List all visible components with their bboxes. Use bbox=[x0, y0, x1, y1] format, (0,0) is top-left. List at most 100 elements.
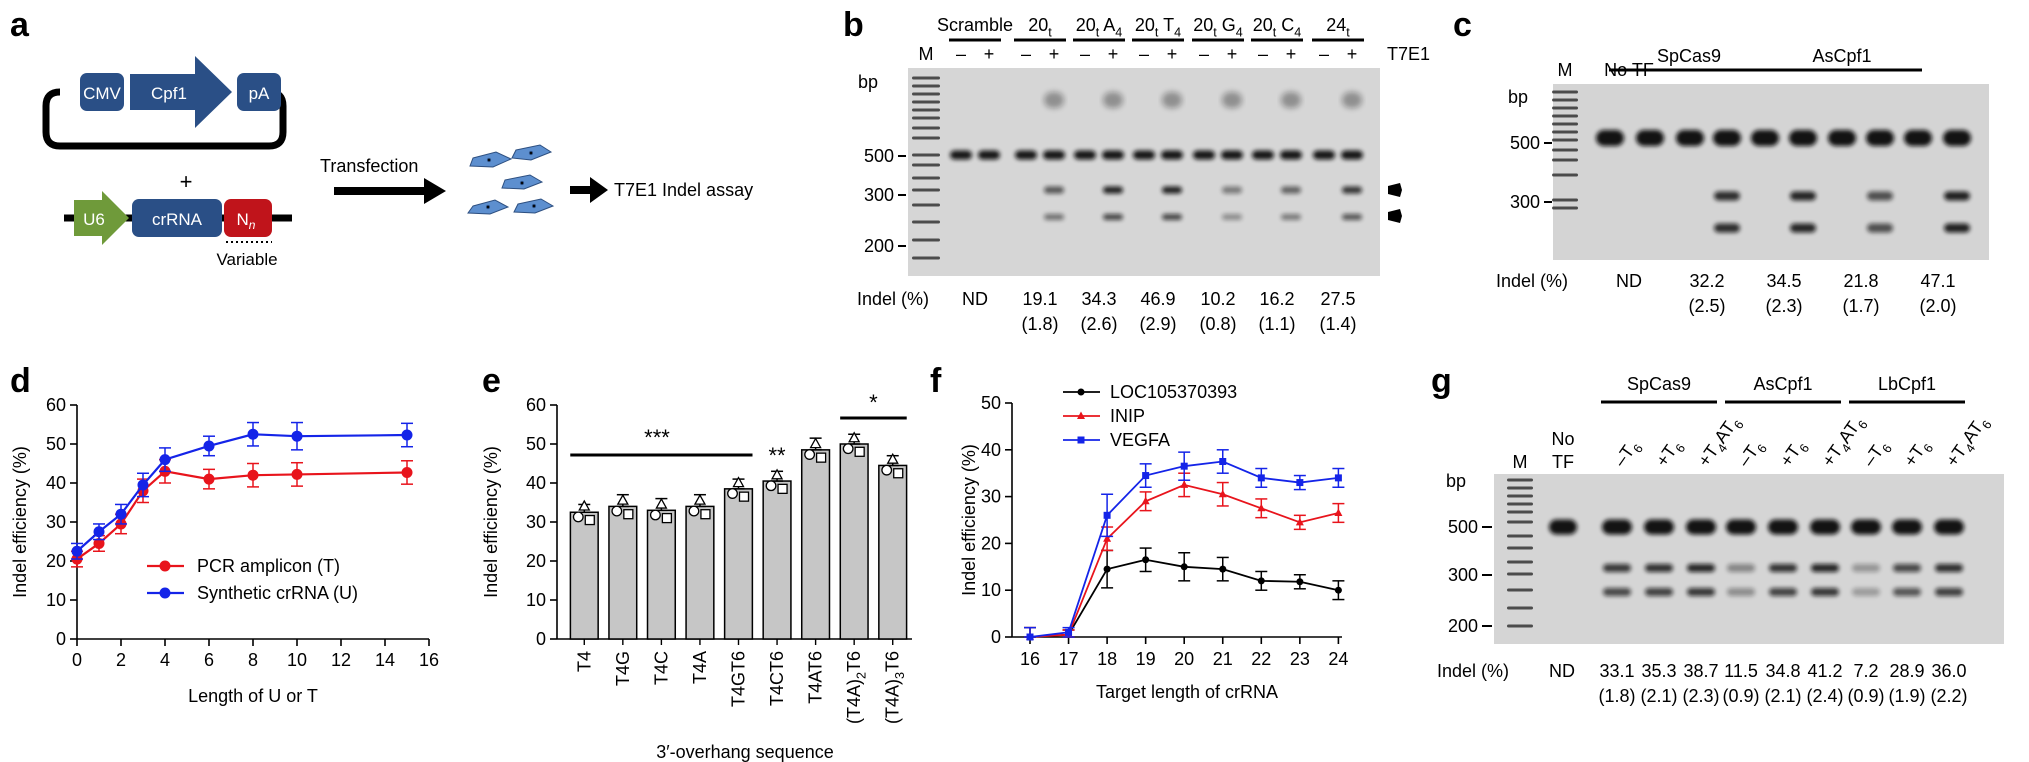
gel-b-band-300-2 bbox=[1103, 186, 1123, 194]
gel-g-sd-8: (1.9) bbox=[1888, 686, 1925, 706]
chart-d-series-line-0 bbox=[76, 470, 408, 560]
gel-g-lane-label-3: –T6 bbox=[1734, 436, 1770, 473]
gel-c-indel-values: ND 32.2 (2.5) 34.5 (2.3) 21.8 (1.7) 47.1 (2.0) bbox=[1616, 271, 1957, 316]
chart-d-point-1-4 bbox=[159, 454, 171, 466]
chart-e-rep-triangle-5 bbox=[770, 468, 784, 480]
chart-f-xtick-label-22: 22 bbox=[1251, 649, 1271, 669]
gel-g-indel-label: Indel (%) bbox=[1437, 661, 1509, 681]
chart-d-legend-label-0: PCR amplicon (T) bbox=[197, 556, 340, 576]
gel-g-sd-3: (2.3) bbox=[1682, 686, 1719, 706]
chart-d-ytick-label-10: 10 bbox=[46, 590, 66, 610]
gel-b-band-300-3 bbox=[1162, 186, 1182, 194]
chart-f-xtick-label-20: 20 bbox=[1174, 649, 1194, 669]
gel-g-band-300-0 bbox=[1603, 564, 1631, 572]
gel-c-marker-300: 300 bbox=[1510, 192, 1540, 212]
gel-g-band-250-1 bbox=[1645, 588, 1673, 596]
chart-f-point-1-3 bbox=[1141, 496, 1150, 505]
gel-b-sign-minus-2: – bbox=[1080, 44, 1090, 64]
gel-b-group-labels: Scramble– +20t– +20t A4– +20t T4– +20t G4– +2… bbox=[937, 15, 1364, 64]
chart-d-xtick-label-12: 12 bbox=[331, 650, 351, 670]
gel-g-ladder-6 bbox=[1507, 534, 1533, 538]
gel-c-bands bbox=[1552, 90, 1971, 233]
pa-box bbox=[237, 73, 281, 111]
chart-e-xtick-label-8-part: 3 bbox=[893, 672, 907, 679]
chart-d-point-1-0 bbox=[71, 545, 83, 557]
gel-g-indel-5: 34.8 bbox=[1765, 661, 1800, 681]
gel-g-band-500-3 bbox=[1726, 519, 1756, 535]
gel-b-bands bbox=[912, 76, 1363, 260]
chart-e-rep-square-1 bbox=[623, 509, 634, 520]
gel-c-band-500-4 bbox=[1751, 130, 1779, 146]
gel-g-ladder-10 bbox=[1507, 588, 1533, 592]
chart-e-sig-label-3: * bbox=[869, 390, 878, 415]
gel-b-band-500-plus-6 bbox=[1341, 150, 1363, 160]
gel-c-band-500-0 bbox=[1596, 130, 1624, 146]
chart-f-legend-label-2: VEGFA bbox=[1110, 430, 1170, 450]
chart-e-rep-triangle-1 bbox=[616, 493, 629, 505]
gel-b-ladder-15 bbox=[912, 256, 940, 260]
gel-b-band-300-6 bbox=[1342, 186, 1362, 194]
chart-e-rep-square-2 bbox=[661, 512, 673, 524]
chart-f-point-1-8 bbox=[1334, 508, 1343, 516]
gel-b-group-label-4-part: G bbox=[1217, 15, 1236, 35]
gel-g-band-500-0 bbox=[1602, 519, 1632, 535]
gel-c-ladder-5 bbox=[1552, 130, 1578, 134]
chart-f-xtick-label-18: 18 bbox=[1097, 649, 1117, 669]
gel-g-indel-3: 38.7 bbox=[1683, 661, 1718, 681]
panel-d-letter: d bbox=[10, 362, 31, 400]
gel-g-indel-4: 11.5 bbox=[1724, 661, 1758, 681]
gel-c-ladder-10 bbox=[1552, 198, 1578, 202]
chart-d-xtick-label-16: 16 bbox=[419, 650, 439, 670]
crrna-label: crRNA bbox=[152, 210, 203, 229]
chart-f-point-2-7 bbox=[1296, 479, 1304, 487]
chart-f-point-1-6 bbox=[1257, 503, 1266, 512]
panel-g-letter: g bbox=[1431, 362, 1452, 400]
chart-e-rep-circle-4 bbox=[727, 488, 738, 499]
chart-e-xtick-label-3-part: T4A bbox=[690, 651, 710, 684]
chart-f-legend-marker-1 bbox=[1077, 411, 1085, 419]
gel-g-band-250-3 bbox=[1727, 588, 1755, 596]
chart-e-ytick-label-60: 60 bbox=[526, 395, 546, 415]
gel-g-band-250-5 bbox=[1811, 588, 1839, 596]
gel-g-ladder-4 bbox=[1507, 510, 1533, 514]
chart-e-rep-square-0 bbox=[584, 514, 595, 526]
chart-e-rep-circle-1 bbox=[611, 505, 623, 517]
chart-e-rep-circle-2 bbox=[649, 509, 661, 521]
gel-g-band-500-8 bbox=[1934, 519, 1964, 535]
chart-e-xtick-label-1-part: T4G bbox=[613, 651, 633, 686]
chart-d-ytick-label-30: 30 bbox=[46, 512, 66, 532]
chart-f-point-2-0 bbox=[1026, 633, 1034, 641]
chart-e-ylabel: Indel efficiency (%) bbox=[481, 446, 501, 598]
panel-e-letter: e bbox=[482, 362, 501, 400]
gel-b-group-label-1: 20t bbox=[1028, 15, 1052, 39]
chart-d-xtick-label-4: 4 bbox=[160, 650, 170, 670]
gel-b-sign-plus-4: + bbox=[1227, 44, 1238, 64]
gel-b-m-label: M bbox=[919, 44, 934, 64]
chart-f-legend-marker-2 bbox=[1077, 436, 1085, 444]
chart-e-rep-triangle-0 bbox=[578, 499, 591, 511]
chart-f-ytick-label-20: 20 bbox=[981, 533, 1001, 553]
gel-b-group-label-4: 20t G4 bbox=[1193, 15, 1243, 39]
gel-b-smear-3 bbox=[1162, 92, 1182, 108]
chart-e-xtick-label-6: T4AT6 bbox=[806, 651, 826, 704]
gel-b-ladder-10 bbox=[912, 176, 940, 180]
gel-g-band-300-4 bbox=[1769, 564, 1797, 572]
gel-b-group-label-6-part: t bbox=[1346, 25, 1350, 39]
gel-g-indel-7: 7.2 bbox=[1853, 661, 1878, 681]
gel-g-band-500-5 bbox=[1810, 519, 1840, 535]
pa-label: pA bbox=[249, 84, 270, 103]
gel-g-indel-9: 36.0 bbox=[1931, 661, 1966, 681]
gel-c-enzyme-1: AsCpf1 bbox=[1812, 46, 1871, 66]
chart-d-point-0-1 bbox=[93, 537, 105, 549]
gel-c-indel-3: 21.8 bbox=[1843, 271, 1878, 291]
chart-e-rep-triangle-2 bbox=[655, 497, 668, 509]
chart-f-ylabel: Indel efficiency (%) bbox=[959, 444, 979, 596]
chart-e-rep-triangle-3 bbox=[693, 493, 707, 505]
gel-c-band-500-7 bbox=[1866, 130, 1894, 146]
chart-e-xtick-label-7-part: (T4A) bbox=[844, 679, 864, 724]
gel-g-band-300-2 bbox=[1687, 564, 1715, 572]
chart-f-xtick-label-16: 16 bbox=[1020, 649, 1040, 669]
chart-d-point-1-3 bbox=[137, 479, 149, 491]
